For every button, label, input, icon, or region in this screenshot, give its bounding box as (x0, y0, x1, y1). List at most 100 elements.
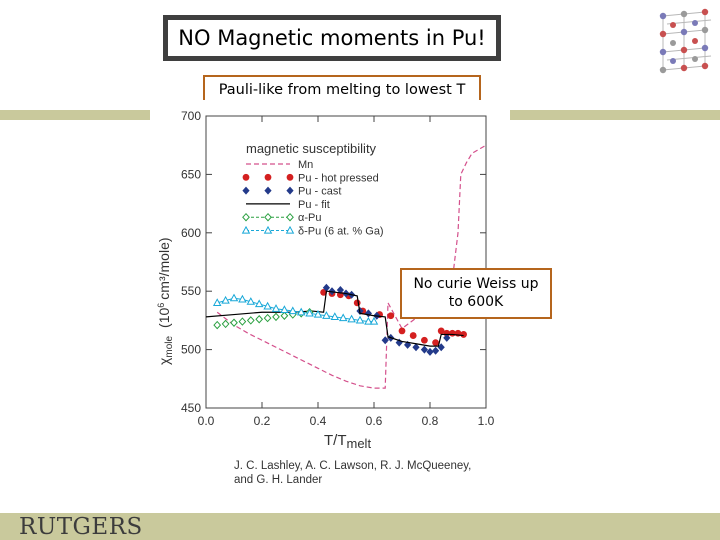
series-2-point (328, 287, 336, 296)
title-box: NO Magnetic moments in Pu! (163, 15, 501, 61)
callout-line-2: to 600K (448, 294, 504, 310)
series-0-line (216, 144, 487, 389)
y-axis-label-sub: mole (164, 336, 175, 358)
legend-marker (241, 225, 251, 234)
series-1-point (432, 339, 439, 346)
series-5-point (280, 305, 289, 313)
series-4-point (246, 316, 255, 325)
y-axis-label-tail: cm³/mole) (156, 237, 172, 299)
series-5-point (221, 295, 230, 304)
series-1-point (437, 327, 445, 335)
series-5-point (238, 294, 247, 303)
series-5-point (271, 304, 281, 312)
credit-line-2: and G. H. Lander (234, 474, 322, 486)
series-4-point (230, 318, 238, 327)
series-5-point (212, 298, 222, 306)
series-4-point (280, 311, 289, 320)
series-2-point (443, 333, 451, 342)
x-tick-label: 1.0 (478, 414, 495, 428)
credit-line-1: J. C. Lashley, A. C. Lawson, R. J. McQue… (234, 460, 471, 472)
series-1-point (398, 327, 406, 335)
series-4-point (263, 313, 272, 323)
series-2-point (412, 343, 420, 352)
series-2-point (437, 343, 445, 352)
series-5-point (296, 307, 306, 316)
x-tick-label: 0.8 (422, 414, 439, 428)
y-tick-label: 600 (181, 226, 201, 240)
legend-marker (242, 173, 250, 181)
legend-marker (264, 212, 272, 222)
legend-marker (264, 186, 272, 195)
y-axis-label-main: χ (156, 357, 172, 365)
series-5-point (355, 315, 365, 324)
legend-label: Pu - hot pressed (298, 172, 379, 184)
series-1-point (421, 336, 428, 344)
legend-label: Pu - cast (298, 186, 341, 198)
y-tick-label: 450 (181, 401, 201, 415)
y-tick-label: 650 (181, 167, 201, 181)
legend-label: δ-Pu (6 at. % Ga) (298, 226, 384, 238)
series-4-point (213, 320, 222, 330)
series-1-point (387, 312, 395, 320)
curie-weiss-callout: No curie Weiss up to 600K (400, 268, 552, 319)
series-5-point (364, 316, 373, 325)
series-2-point (381, 336, 389, 345)
y-axis-label: χmole (106 cm³/mole) (156, 237, 175, 365)
series-5-point (263, 301, 272, 310)
series-5-point (347, 314, 356, 323)
crystal-structure-image (659, 8, 712, 74)
rutgers-logo: RUTGERS (19, 514, 143, 540)
x-axis-label-sub: melt (347, 436, 372, 451)
series-5-point (229, 293, 239, 302)
x-tick-label: 0.0 (198, 414, 215, 428)
x-axis-label-main: T/T (324, 432, 347, 449)
plot-frame (205, 115, 487, 409)
series-2-point (426, 347, 434, 356)
slide-subtitle: Pauli-like from melting to lowest T (218, 81, 466, 98)
legend-label: α-Pu (298, 212, 321, 224)
footer-band (0, 513, 720, 540)
callout-line-1: No curie Weiss up (413, 276, 539, 292)
series-4-point (238, 317, 247, 326)
legend-marker (264, 173, 272, 181)
legend-marker (286, 173, 294, 181)
legend-marker (242, 186, 250, 195)
x-tick-label: 0.6 (366, 414, 383, 428)
y-axis-label-exp: 6 (156, 303, 166, 308)
series-2-point (395, 338, 403, 347)
series-5-point (313, 309, 323, 318)
series-1-point (320, 288, 327, 296)
series-5-point (338, 313, 348, 322)
x-tick-label: 0.4 (310, 414, 327, 428)
series-2-point (420, 345, 428, 354)
series-4-point (272, 312, 280, 322)
series-1-point (460, 331, 467, 338)
legend-title: magnetic susceptibility (246, 141, 377, 156)
legend-marker (286, 212, 294, 222)
series-1-point (409, 332, 417, 339)
y-axis-label-units: (10 (156, 308, 172, 328)
series-5-point (305, 308, 314, 317)
legend-marker (285, 225, 295, 234)
series-5-point (330, 312, 340, 320)
x-axis-label: T/Tmelt (324, 432, 371, 451)
y-tick-label: 550 (181, 284, 201, 298)
legend-label: Mn (298, 159, 313, 171)
legend-marker (242, 212, 250, 222)
series-4-point (221, 319, 230, 329)
legend-marker (286, 186, 294, 195)
series-2-point (432, 346, 440, 355)
series-5-point (246, 297, 256, 305)
legend-label: Pu - fit (298, 199, 330, 211)
series-4-point (255, 314, 264, 324)
series-5-point (322, 311, 331, 319)
series-1-point (353, 299, 361, 307)
y-tick-label: 700 (181, 109, 201, 123)
slide-title: NO Magnetic moments in Pu! (178, 26, 486, 50)
y-tick-label: 500 (181, 343, 201, 357)
series-5-point (254, 299, 264, 308)
x-tick-label: 0.2 (254, 414, 271, 428)
legend-marker (263, 225, 273, 234)
series-5-point (288, 306, 298, 315)
